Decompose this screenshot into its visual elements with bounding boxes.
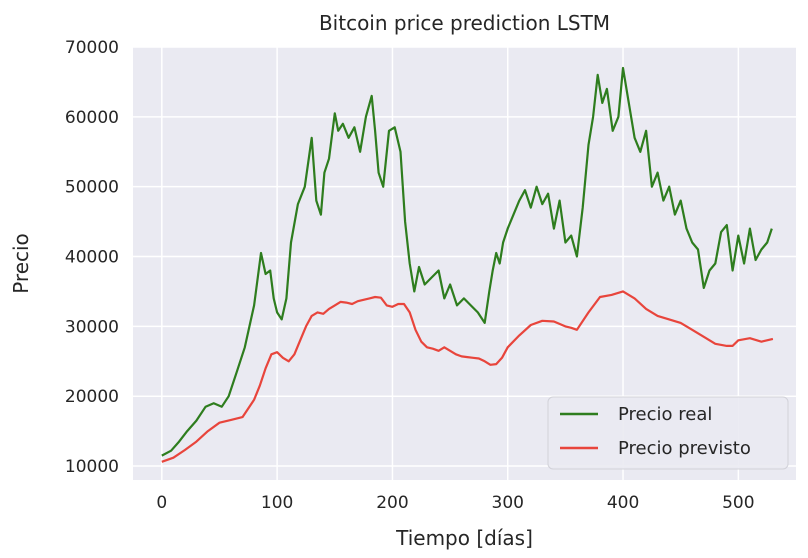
y-tick-label: 10000 bbox=[65, 457, 119, 477]
legend-label-precio-real: Precio real bbox=[618, 404, 712, 425]
y-tick-label: 20000 bbox=[65, 387, 119, 407]
legend: Precio real Precio previsto bbox=[547, 396, 789, 470]
chart-title: Bitcoin price prediction LSTM bbox=[319, 11, 610, 35]
y-tick-label: 30000 bbox=[65, 317, 119, 337]
y-tick-labels: 10000 20000 30000 40000 50000 60000 70000 bbox=[65, 38, 119, 477]
series-lines bbox=[161, 66, 774, 463]
x-tick-label: 0 bbox=[156, 493, 167, 513]
x-tick-label: 500 bbox=[722, 493, 754, 513]
x-tick-labels: 0 100 200 300 400 500 bbox=[156, 493, 754, 513]
grid-lines bbox=[133, 46, 796, 480]
y-axis-label: Precio bbox=[9, 233, 33, 294]
legend-box bbox=[547, 396, 789, 470]
x-tick-label: 200 bbox=[376, 493, 408, 513]
x-tick-label: 100 bbox=[261, 493, 293, 513]
y-tick-label: 60000 bbox=[65, 108, 119, 128]
y-tick-label: 70000 bbox=[65, 38, 119, 58]
x-axis-label: Tiempo [días] bbox=[395, 526, 533, 550]
legend-label-precio-previsto: Precio previsto bbox=[618, 438, 751, 459]
series-line-precio-previsto bbox=[161, 290, 774, 463]
y-tick-label: 50000 bbox=[65, 178, 119, 198]
x-tick-label: 400 bbox=[607, 493, 639, 513]
y-tick-label: 40000 bbox=[65, 248, 119, 268]
series-line-precio-real bbox=[161, 66, 773, 457]
x-tick-label: 300 bbox=[492, 493, 524, 513]
